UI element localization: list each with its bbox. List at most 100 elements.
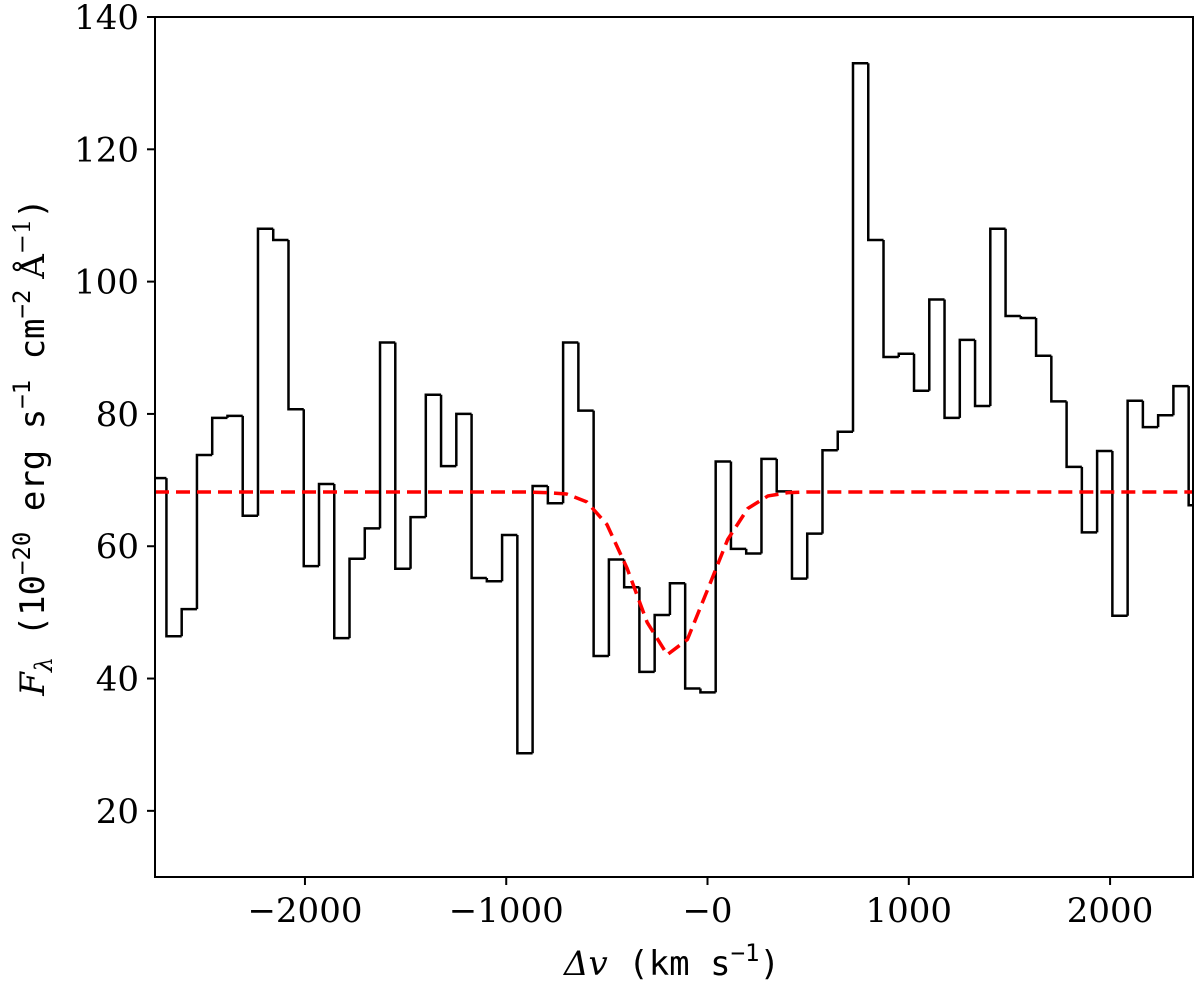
step-bin — [821, 449, 838, 534]
step-bin — [1126, 399, 1143, 616]
x-label-part: (km s — [608, 944, 731, 984]
step-bin — [241, 415, 258, 518]
y-tick-label: 20 — [96, 792, 139, 832]
step-bin — [790, 491, 808, 580]
x-tick-label: −0 — [682, 891, 732, 931]
step-bin — [195, 453, 213, 610]
step-bin — [302, 409, 320, 568]
step-bin — [867, 63, 884, 242]
step-bin — [180, 607, 197, 637]
x-label-part: −1 — [731, 939, 760, 967]
x-tick-label: −2000 — [247, 891, 362, 931]
step-bin — [1034, 318, 1052, 357]
step-bin — [943, 299, 960, 420]
step-bin — [424, 393, 442, 518]
y-label-part: −2 — [8, 290, 36, 319]
step-bin — [1095, 449, 1113, 533]
x-tick-label: 1000 — [866, 891, 953, 931]
step-bin — [1111, 450, 1128, 617]
step-bin — [1004, 228, 1021, 318]
step-bin — [317, 482, 335, 567]
fit-line — [155, 490, 1193, 657]
step-bin — [1156, 413, 1174, 428]
y-label-part: −1 — [8, 380, 36, 409]
step-bin — [989, 227, 1006, 406]
y-label-part: F — [13, 671, 53, 697]
step-bin — [455, 412, 472, 467]
step-bin — [531, 484, 548, 754]
y-label-part: λ — [30, 657, 58, 673]
y-tick-label: 100 — [74, 263, 139, 303]
y-tick-label: 140 — [74, 0, 139, 38]
y-tick-label: 60 — [96, 527, 139, 567]
y-tick-label: 80 — [96, 395, 139, 435]
step-bin — [516, 534, 533, 755]
step-bin — [592, 410, 609, 658]
y-label-part: ) — [13, 198, 53, 218]
step-bin — [882, 239, 899, 359]
step-bin — [897, 352, 915, 358]
step-bin — [851, 62, 869, 432]
step-bin — [683, 583, 701, 690]
step-bin — [699, 688, 716, 694]
step-bin — [1080, 466, 1098, 534]
x-label-part: ) — [760, 944, 780, 984]
step-bin — [836, 430, 853, 451]
y-label-part: cm — [13, 318, 53, 379]
step-bin — [1050, 355, 1067, 403]
step-bin — [805, 532, 823, 579]
step-bin — [363, 527, 381, 559]
step-bin — [485, 577, 503, 583]
step-bin — [653, 613, 670, 672]
step-bin — [729, 461, 747, 551]
step-bin — [500, 533, 518, 582]
step-bin — [775, 458, 792, 493]
step-bin — [546, 486, 564, 505]
y-label-part: −20 — [8, 532, 36, 575]
step-bin — [1187, 386, 1193, 507]
step-bin — [1065, 401, 1082, 469]
step-bin — [973, 339, 991, 408]
y-label-part: (10 — [13, 575, 53, 657]
step-bin — [577, 342, 594, 412]
step-bin — [1141, 400, 1159, 429]
step-bin — [958, 338, 976, 418]
step-bin — [744, 548, 762, 555]
y-label-part: −1 — [8, 219, 36, 254]
step-bin — [439, 394, 457, 468]
y-tick-label: 40 — [96, 660, 139, 700]
step-bin — [1172, 384, 1189, 416]
step-bin — [760, 457, 777, 554]
y-axis-label: Fλ (10−20 erg s−1 cm−2 Å−1) — [8, 198, 58, 696]
x-axis-label: Δv (km s−1) — [562, 939, 780, 984]
step-bin — [256, 227, 274, 516]
y-label-part: Å — [12, 254, 53, 290]
step-bin — [561, 341, 579, 504]
y-tick-label: 120 — [74, 130, 139, 170]
step-bin — [714, 460, 731, 693]
step-bin — [378, 341, 396, 529]
y-label-part: erg s — [13, 409, 53, 532]
x-tick-label: −1000 — [449, 891, 564, 931]
step-bin — [333, 484, 350, 640]
x-label-part: Δv — [562, 944, 608, 984]
step-bin — [668, 582, 686, 616]
step-bin — [271, 228, 289, 242]
step-bin — [210, 416, 228, 455]
step-bin — [409, 515, 426, 569]
plot-area — [155, 62, 1193, 755]
step-bin — [287, 239, 304, 411]
step-bin — [226, 414, 243, 418]
step-bin — [607, 558, 625, 657]
frame — [154, 16, 1194, 878]
step-bin — [165, 478, 182, 638]
step-bin — [928, 298, 945, 391]
x-tick-label: 2000 — [1067, 891, 1154, 931]
step-bin — [394, 342, 411, 570]
step-bin — [1019, 316, 1037, 320]
step-bin — [348, 557, 365, 639]
step-bin — [470, 413, 487, 580]
step-bin — [638, 587, 655, 674]
step-bin — [912, 353, 930, 393]
